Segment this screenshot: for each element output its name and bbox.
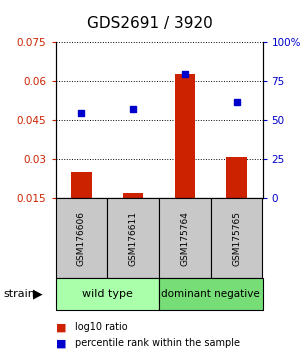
Bar	[226, 157, 247, 198]
Text: GDS2691 / 3920: GDS2691 / 3920	[87, 16, 213, 30]
Text: ▶: ▶	[33, 287, 42, 300]
Text: GSM176611: GSM176611	[129, 211, 138, 266]
Text: dominant negative: dominant negative	[161, 289, 260, 299]
Bar	[123, 193, 143, 198]
Bar	[175, 74, 195, 198]
Text: ■: ■	[56, 322, 66, 332]
Text: percentile rank within the sample: percentile rank within the sample	[75, 338, 240, 348]
Text: GSM176606: GSM176606	[77, 211, 86, 266]
Text: log10 ratio: log10 ratio	[75, 322, 128, 332]
Text: GSM175765: GSM175765	[232, 211, 241, 266]
Text: GSM175764: GSM175764	[180, 211, 189, 266]
Text: wild type: wild type	[82, 289, 133, 299]
Text: strain: strain	[3, 289, 35, 299]
Text: ■: ■	[56, 338, 66, 348]
Bar	[71, 172, 92, 198]
